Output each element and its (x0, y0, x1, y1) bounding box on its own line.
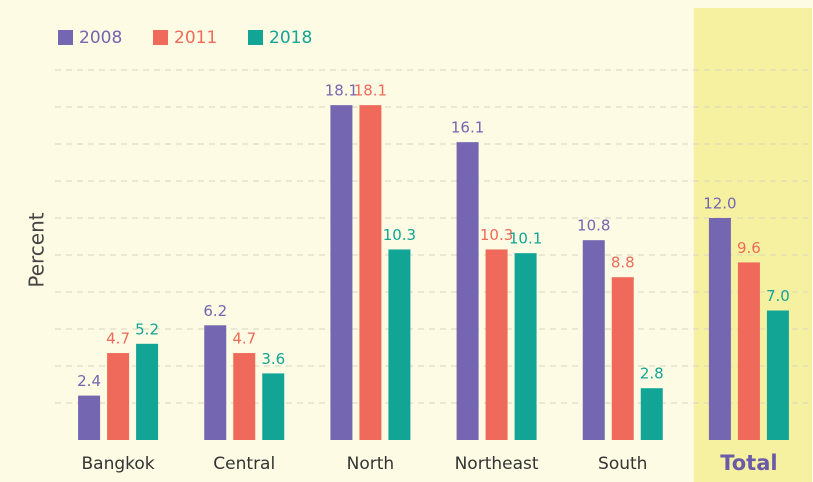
bar (107, 353, 129, 440)
legend-swatch (58, 30, 73, 45)
y-axis-label: Percent (25, 212, 49, 287)
x-tick-label: South (598, 454, 647, 474)
legend-label: 2018 (269, 28, 312, 48)
bar (233, 353, 255, 440)
bar (78, 396, 100, 440)
value-label: 8.8 (611, 254, 635, 272)
legend-label: 2011 (174, 28, 217, 48)
x-tick-label: Northeast (455, 454, 539, 474)
bar (136, 344, 158, 440)
value-label: 3.6 (261, 350, 285, 368)
x-tick-label: Bangkok (82, 454, 155, 474)
value-label: 4.7 (106, 330, 130, 348)
x-tick-label: Central (213, 454, 275, 474)
bar (738, 262, 760, 440)
legend-label: 2008 (79, 28, 122, 48)
value-label: 10.3 (383, 226, 416, 244)
bar (388, 249, 410, 440)
value-label: 7.0 (766, 287, 790, 305)
legend-swatch (248, 30, 263, 45)
bar (515, 253, 537, 440)
value-label: 18.1 (354, 82, 387, 100)
bar (767, 311, 789, 441)
bar (204, 325, 226, 440)
bar (709, 218, 731, 440)
legend-swatch (153, 30, 168, 45)
value-label: 16.1 (451, 119, 484, 137)
value-label: 2.4 (77, 372, 101, 390)
bar (641, 388, 663, 440)
value-label: 10.1 (509, 230, 542, 248)
value-label: 10.8 (577, 217, 610, 235)
bar (330, 105, 352, 440)
x-tick-label: Total (720, 451, 777, 475)
bar (262, 373, 284, 440)
bar (583, 240, 605, 440)
bar (486, 249, 508, 440)
value-label: 4.7 (232, 330, 256, 348)
value-label: 5.2 (135, 320, 159, 338)
chart: Percent 2008 2011 2018 Bangkok 2.4 4.7 5.2 Cent… (0, 0, 813, 482)
value-label: 6.2 (203, 302, 227, 320)
bar (359, 105, 381, 440)
x-tick-label: North (347, 454, 395, 474)
bar (457, 142, 479, 440)
bar (612, 277, 634, 440)
value-label: 2.8 (640, 365, 664, 383)
value-label: 9.6 (737, 239, 761, 257)
value-label: 12.0 (703, 195, 736, 213)
